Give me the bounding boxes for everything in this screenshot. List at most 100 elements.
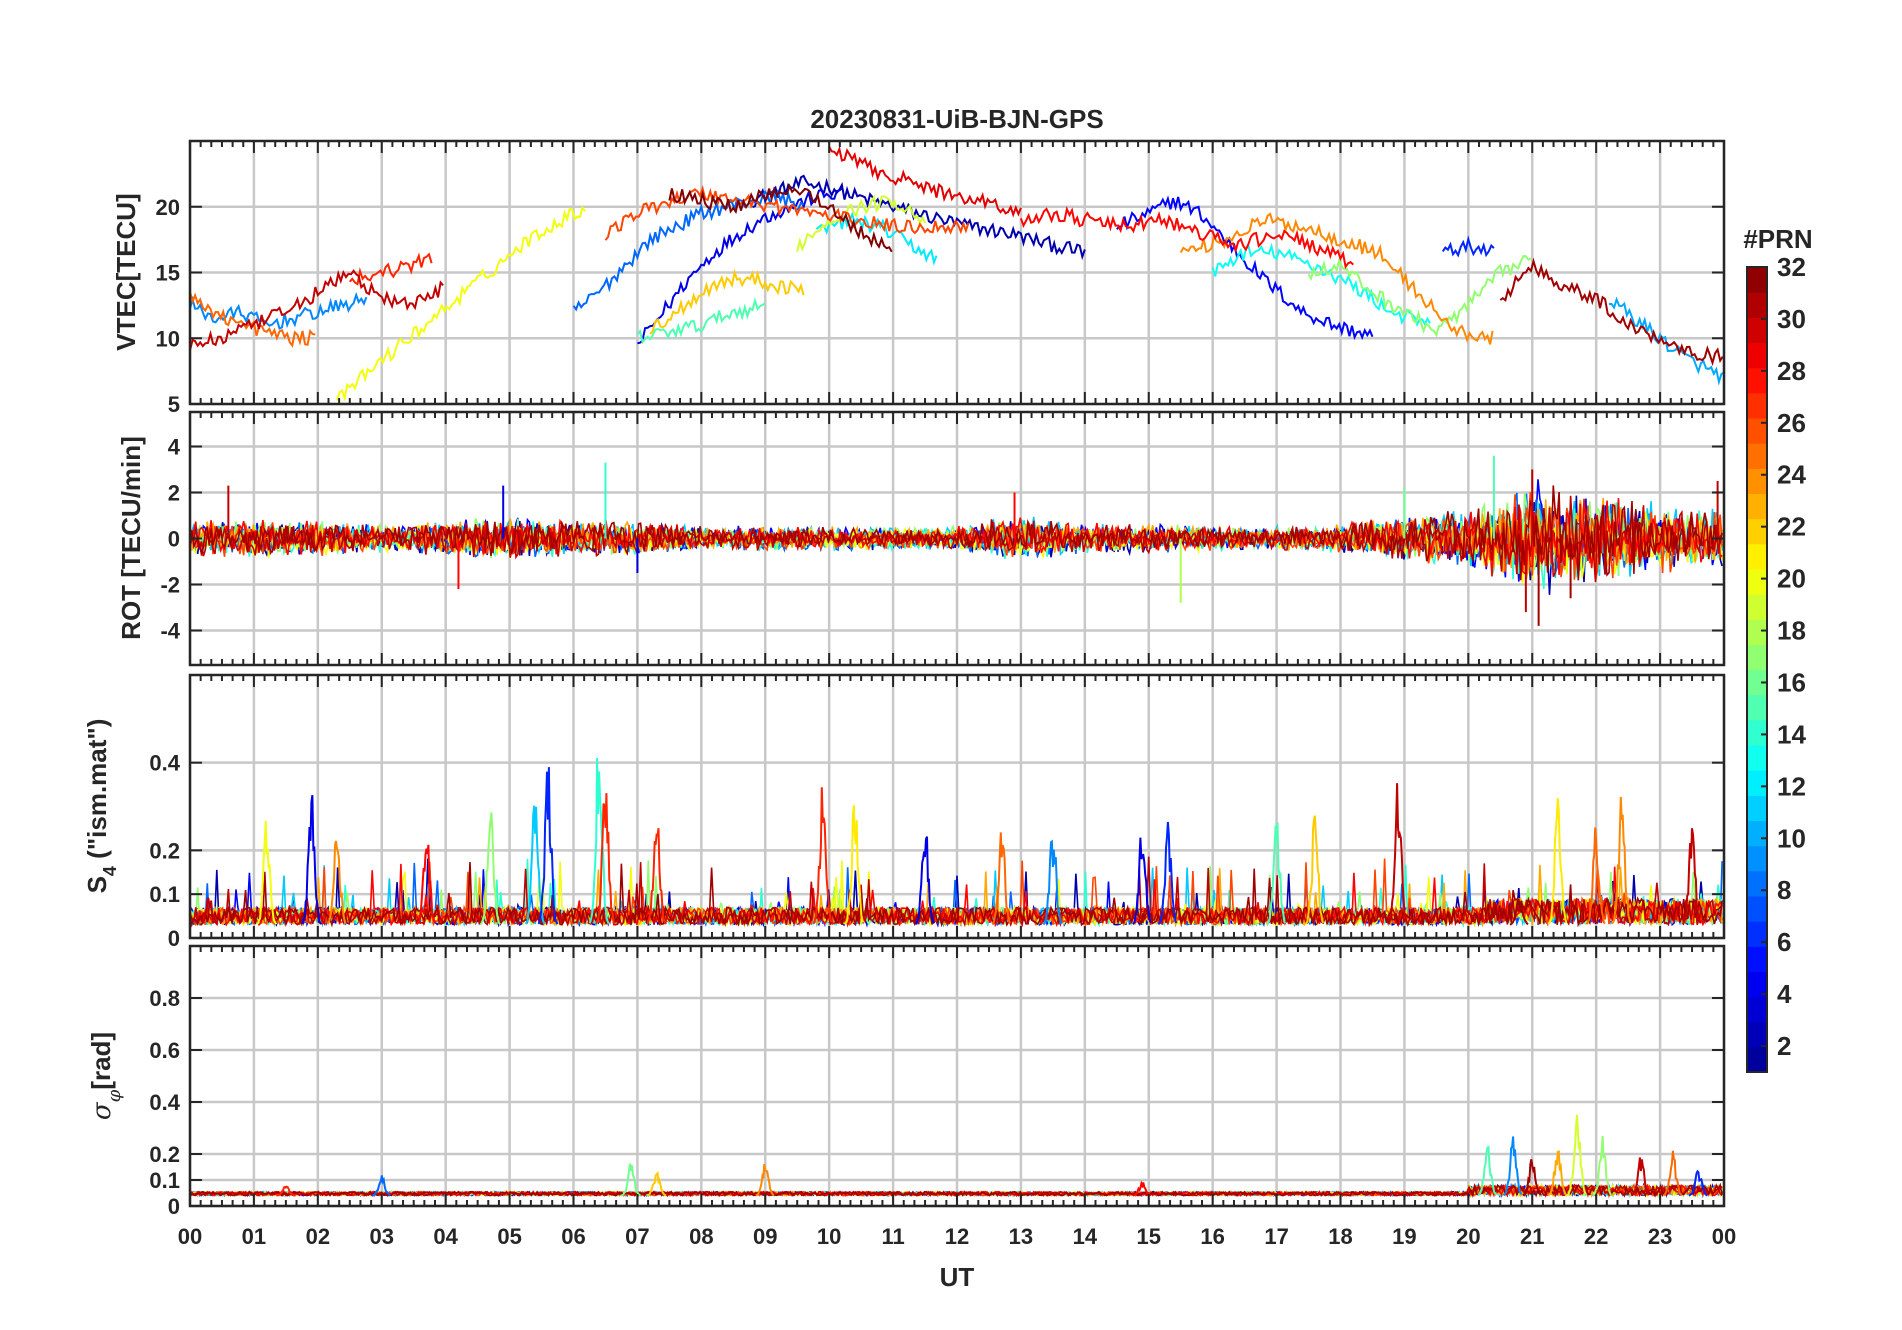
colorbar-tick-label: 16 [1777,667,1806,697]
colorbar-segment [1747,568,1767,595]
sigma-label-sub: φ [104,1089,125,1102]
x-tick-label: 10 [817,1224,841,1249]
vtec-series-prn-26 [604,185,970,241]
x-tick-label: 22 [1584,1224,1608,1249]
vtec-series-prn-24 [1179,212,1494,345]
sig-y-tick-label: 0.6 [149,1038,180,1063]
s4-peak [199,897,219,926]
s4-label-rest: ("ism.mat") [82,719,112,866]
colorbar-segment [1747,518,1767,545]
s4-y-tick-label: 0.4 [149,751,180,776]
x-tick-label: 05 [497,1224,521,1249]
rot-y-tick-label: 0 [168,527,180,552]
colorbar-segment [1747,669,1767,696]
vtec-y-tick-label: 10 [156,326,180,351]
x-tick-label: 04 [433,1224,458,1249]
vtec-series-prn-15 [636,297,766,345]
colorbar-segment [1747,946,1767,972]
colorbar-segment [1747,921,1767,947]
vtec-series-prn-2 [752,174,1086,261]
colorbar-tick-label: 6 [1777,927,1791,957]
x-tick-label: 15 [1137,1224,1161,1249]
colorbar-tick-label: 22 [1777,512,1806,542]
colorbar-tick-label: 18 [1777,616,1806,646]
vtec-series-group [190,145,1724,403]
rot-series-group [190,455,1723,626]
figure-title: 20230831-UiB-BJN-GPS [810,104,1103,134]
colorbar-segment [1747,996,1767,1023]
x-tick-label: 01 [242,1224,266,1249]
sig-peak [1522,1159,1542,1197]
s4-peak [537,767,559,925]
rot-y-tick-label: -2 [160,573,180,598]
vtec-series-prn-5 [1116,195,1374,341]
rot-y-tick-label: -4 [160,619,180,644]
s4-peak [256,820,278,925]
s4-peak [1585,827,1606,925]
colorbar-tick-label: 14 [1777,719,1806,749]
s4-peak [812,787,833,925]
x-tick-label: 13 [1009,1224,1033,1249]
colorbar-segment [1747,644,1767,671]
s4-y-tick-label: 0.1 [149,882,180,907]
colorbar-tick-label: 28 [1777,356,1806,386]
s4-peak [1611,796,1632,925]
vtec-panel: 5 10 15 20 [156,139,1726,417]
sig-peak [755,1163,775,1197]
vtec-series-prn-32 [668,183,893,253]
sig-peak [1631,1157,1651,1197]
s4-y-tick-label: 0 [168,926,180,951]
vtec-series-prn-28 [1019,205,1354,270]
colorbar-tick-label: 12 [1777,771,1806,801]
colorbar-segment [1747,292,1767,318]
s4-peak [479,812,501,925]
x-tick-label: 00 [178,1224,202,1249]
x-tick-label: 09 [753,1224,777,1249]
s4-peak [1682,828,1702,925]
colorbar-segment [1747,367,1767,394]
colorbar-title: #PRN [1743,224,1812,254]
colorbar-segment [1747,342,1767,369]
sig-peak [1502,1136,1523,1197]
s4-peak [416,844,437,925]
colorbar-segment [1747,443,1767,469]
rot-panel: -4 -2 0 2 4 [160,410,1726,667]
rot-y-label: ROT [TECU/min] [116,436,146,640]
s4-label-main: S [82,876,112,893]
sigma-label-rest: [rad] [86,1032,116,1090]
s4-series-group [190,757,1723,928]
x-tick-label: 03 [370,1224,394,1249]
s4-peak [301,794,322,925]
vtec-series-prn-4 [637,187,843,345]
s4-y-tick-label: 0.2 [149,838,180,863]
colorbar-segment [1747,770,1767,796]
x-tick-label: 21 [1520,1224,1544,1249]
sig-peak [371,1175,391,1197]
colorbar-segment [1747,543,1767,570]
x-tick-label: 11 [881,1224,904,1249]
s4-peak [646,828,668,925]
vtec-series-prn-6 [1441,235,1495,258]
x-tick-label: 17 [1264,1224,1288,1249]
colorbar-segment [1747,795,1767,822]
sig-peak [646,1170,667,1197]
s4-peak [914,836,935,925]
sig-peak [1592,1135,1612,1197]
vtec-series-prn-22 [649,268,805,335]
colorbar-segment [1747,267,1767,293]
colorbar-segment [1747,870,1767,897]
colorbar-tick-label: 20 [1777,564,1806,594]
x-axis-label: UT [940,1262,975,1292]
svg-text:σφ[rad]: σφ[rad] [86,1032,125,1120]
colorbar-segment [1747,468,1767,495]
vtec-series-prn-19 [796,194,926,253]
sig-peak [1547,1150,1567,1197]
colorbar-segment [1747,820,1767,847]
colorbar-segment [1747,392,1767,419]
vtec-y-label: VTEC[TECU] [111,193,141,350]
s4-peak [844,805,865,925]
x-tick-label: 18 [1328,1224,1352,1249]
sig-peak [1688,1169,1708,1197]
colorbar-segment [1747,1021,1767,1048]
